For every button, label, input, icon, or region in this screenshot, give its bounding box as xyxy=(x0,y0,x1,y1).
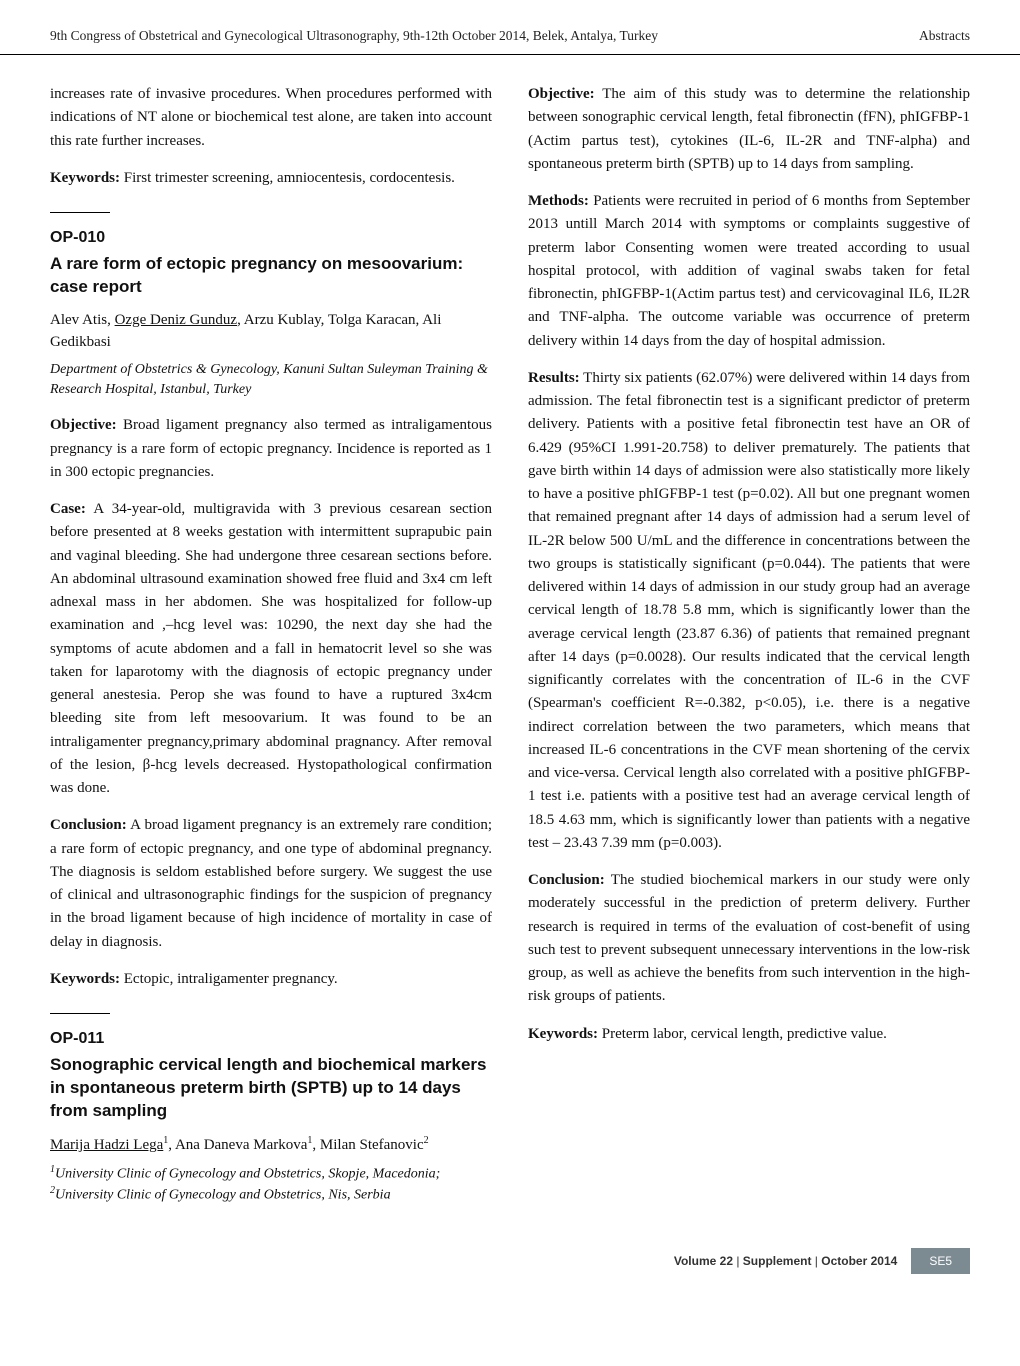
section-text: The aim of this study was to determine t… xyxy=(528,86,970,172)
section-rule xyxy=(50,212,110,213)
continuation-paragraph: increases rate of invasive procedures. W… xyxy=(50,83,492,153)
footer-sep: | xyxy=(733,1254,743,1268)
abstract-title: A rare form of ectopic pregnancy on meso… xyxy=(50,253,492,299)
presenting-author: Marija Hadzi Lega xyxy=(50,1137,163,1153)
keywords-block: Keywords: First trimester screening, amn… xyxy=(50,167,492,190)
abstract-code: OP-011 xyxy=(50,1030,492,1048)
abstract-code: OP-010 xyxy=(50,229,492,247)
case-paragraph: Case: A 34-year-old, multigravida with 3… xyxy=(50,498,492,800)
section-text: A 34-year-old, multigravida with 3 previ… xyxy=(50,501,492,796)
authors: Alev Atis, Ozge Deniz Gunduz, Arzu Kubla… xyxy=(50,309,492,354)
section-text: Patients were recruited in period of 6 m… xyxy=(528,193,970,349)
affiliation-text: University Clinic of Gynecology and Obst… xyxy=(55,1166,440,1181)
footer-vol-bold: Volume 22 xyxy=(674,1254,733,1268)
affiliation: Department of Obstetrics & Gynecology, K… xyxy=(50,360,492,401)
keywords-label: Keywords: xyxy=(50,170,120,186)
affiliation: 1University Clinic of Gynecology and Obs… xyxy=(50,1163,492,1207)
section-text: The studied biochemical markers in our s… xyxy=(528,872,970,1004)
page-header: 9th Congress of Obstetrical and Gynecolo… xyxy=(0,0,1020,55)
section-label: Conclusion: xyxy=(528,872,605,888)
keywords-label: Keywords: xyxy=(528,1026,598,1042)
author-text: , Milan Stefanovic xyxy=(312,1137,423,1153)
conclusion-paragraph: Conclusion: A broad ligament pregnancy i… xyxy=(50,814,492,954)
section-text: Broad ligament pregnancy also termed as … xyxy=(50,417,492,480)
header-right: Abstracts xyxy=(919,28,970,44)
left-column: increases rate of invasive procedures. W… xyxy=(50,83,492,1220)
content-columns: increases rate of invasive procedures. W… xyxy=(0,55,1020,1240)
objective-paragraph: Objective: The aim of this study was to … xyxy=(528,83,970,176)
section-label: Case: xyxy=(50,501,86,517)
presenting-author: Ozge Deniz Gunduz xyxy=(115,312,237,328)
keywords-label: Keywords: xyxy=(50,971,120,987)
footer-supp-bold: Supplement xyxy=(743,1254,812,1268)
author-text: , Ana Daneva Markova xyxy=(168,1137,307,1153)
section-rule xyxy=(50,1013,110,1014)
methods-paragraph: Methods: Patients were recruited in peri… xyxy=(528,190,970,353)
page-footer: Volume 22 | Supplement | October 2014 SE… xyxy=(0,1240,1020,1298)
section-text: Thirty six patients (62.07%) were delive… xyxy=(528,370,970,851)
right-column: Objective: The aim of this study was to … xyxy=(528,83,970,1220)
section-label: Conclusion: xyxy=(50,817,127,833)
section-label: Methods: xyxy=(528,193,589,209)
affil-sup: 2 xyxy=(424,1135,429,1146)
section-label: Objective: xyxy=(528,86,595,102)
footer-sep: | xyxy=(811,1254,821,1268)
section-label: Objective: xyxy=(50,417,117,433)
section-label: Results: xyxy=(528,370,580,386)
footer-page-number: SE5 xyxy=(911,1248,970,1274)
footer-volume: Volume 22 | Supplement | October 2014 xyxy=(674,1254,897,1268)
footer-month-bold: October 2014 xyxy=(821,1254,897,1268)
keywords-block: Keywords: Preterm labor, cervical length… xyxy=(528,1023,970,1046)
keywords-block: Keywords: Ectopic, intraligamenter pregn… xyxy=(50,968,492,991)
results-paragraph: Results: Thirty six patients (62.07%) we… xyxy=(528,367,970,855)
keywords-text: Preterm labor, cervical length, predicti… xyxy=(598,1026,887,1042)
abstract-title: Sonographic cervical length and biochemi… xyxy=(50,1054,492,1123)
keywords-text: Ectopic, intraligamenter pregnancy. xyxy=(120,971,338,987)
affiliation-text: University Clinic of Gynecology and Obst… xyxy=(55,1188,391,1203)
author-text: Alev Atis, xyxy=(50,312,115,328)
authors: Marija Hadzi Lega1, Ana Daneva Markova1,… xyxy=(50,1133,492,1157)
conclusion-paragraph: Conclusion: The studied biochemical mark… xyxy=(528,869,970,1009)
header-left: 9th Congress of Obstetrical and Gynecolo… xyxy=(50,28,658,44)
objective-paragraph: Objective: Broad ligament pregnancy also… xyxy=(50,414,492,484)
keywords-text: First trimester screening, amniocentesis… xyxy=(120,170,455,186)
section-text: A broad ligament pregnancy is an extreme… xyxy=(50,817,492,949)
